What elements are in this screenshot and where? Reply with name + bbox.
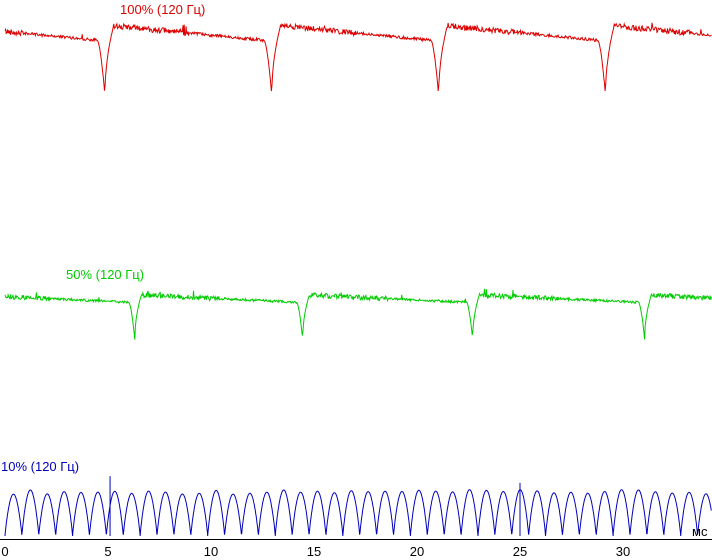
x-axis-tick-label: 0 (1, 544, 9, 559)
x-axis-unit-label: мс (692, 524, 708, 539)
waveform-trace-1 (4, 288, 712, 340)
x-axis-tick-label: 5 (104, 544, 112, 559)
x-axis-tick-label: 10 (203, 544, 219, 559)
waveform-trace-0 (4, 22, 712, 92)
waveform-trace-2 (4, 489, 712, 537)
x-axis-tick-label: 15 (306, 544, 322, 559)
trace-label-10-percent: 10% (120 Гц) (1, 459, 80, 474)
x-axis-tick-label: 20 (409, 544, 425, 559)
trace-label-100-percent: 100% (120 Гц) (120, 2, 206, 17)
x-axis-tick-label: 25 (512, 544, 528, 559)
trace-label-50-percent: 50% (120 Гц) (66, 267, 145, 282)
x-axis-tick-label: 30 (615, 544, 631, 559)
